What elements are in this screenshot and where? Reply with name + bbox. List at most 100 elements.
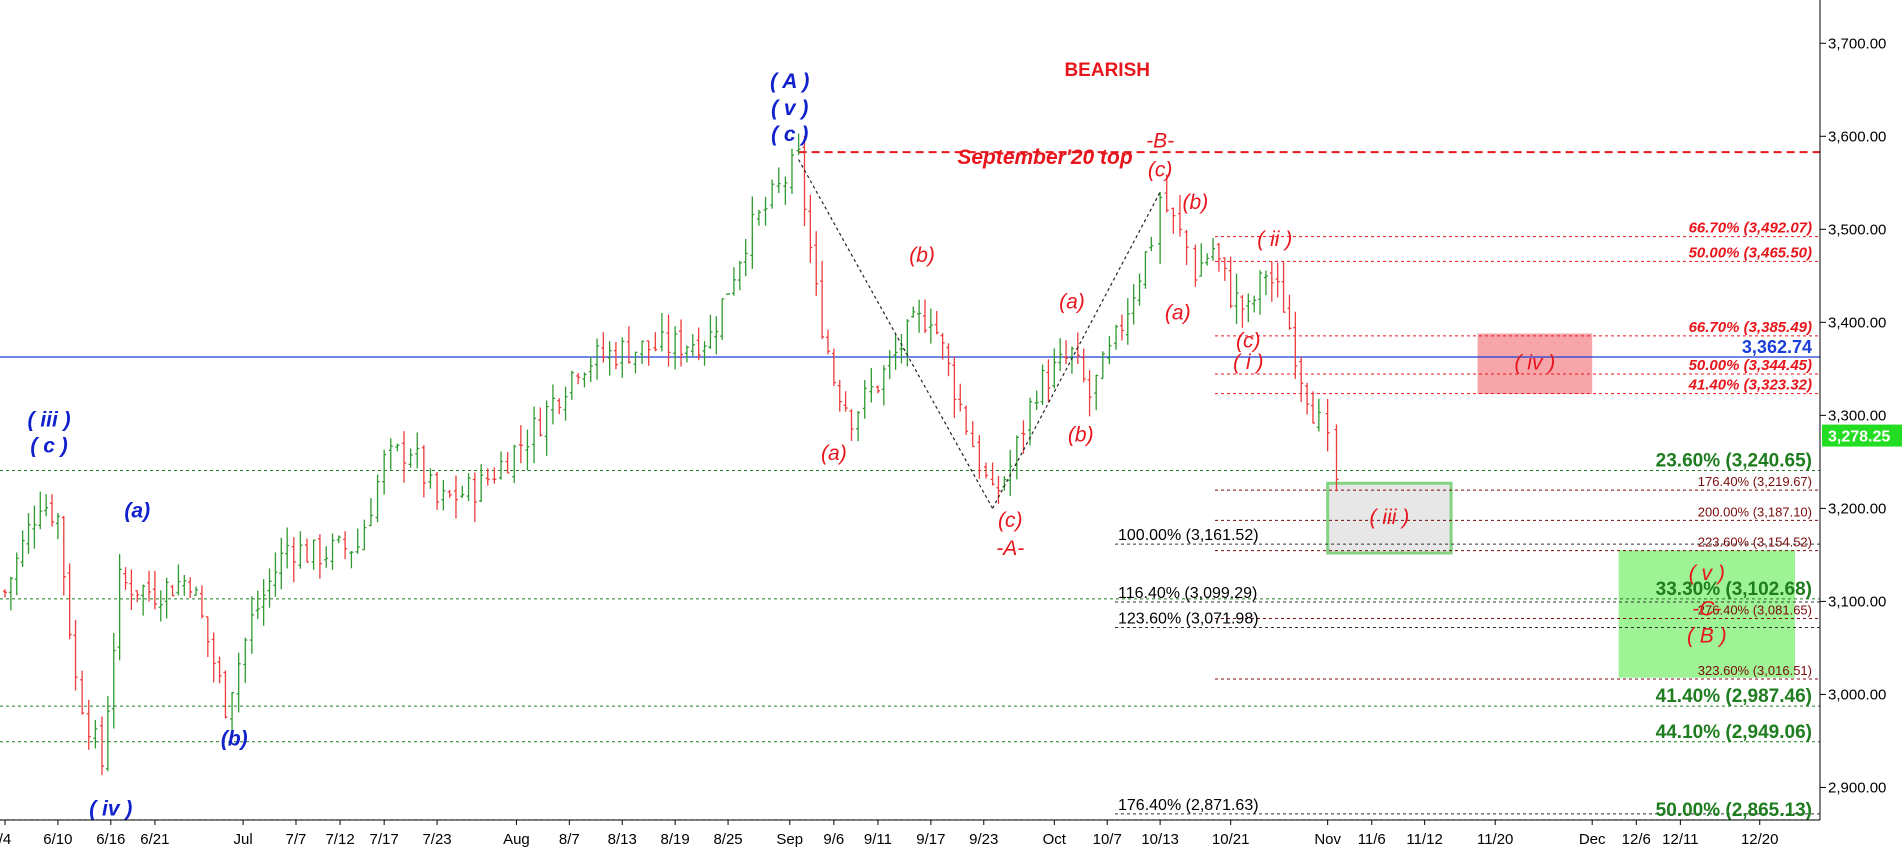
- wave-label: (b): [1068, 423, 1094, 446]
- x-tick-label: 11/12: [1406, 831, 1442, 848]
- wave-label: ( c ): [771, 123, 808, 146]
- trend-lines-layer: [798, 159, 1161, 509]
- wave-label: ( iv ): [89, 797, 132, 820]
- fib-level-label: 223.60% (3,154.52): [1698, 535, 1812, 550]
- y-tick-label: 3,300.00: [1828, 407, 1886, 424]
- fib-level-label: 116.40% (3,099.29): [1118, 585, 1257, 602]
- fib-level-label: 50.00% (3,465.50): [1689, 244, 1812, 261]
- x-tick-label: Nov: [1314, 831, 1341, 848]
- y-tick-label: 3,000.00: [1828, 686, 1886, 703]
- x-tick-label: 7/17: [370, 831, 399, 848]
- wave-label: (b): [1183, 191, 1209, 214]
- x-tick-label: 8/19: [661, 831, 690, 848]
- fib-level-label: 323.60% (3,016.51): [1698, 663, 1812, 678]
- fib-levels-layer: [0, 151, 1820, 821]
- x-tick-label: 6/16: [96, 831, 125, 848]
- wave-label: (a): [124, 500, 150, 523]
- x-tick-label: 10/7: [1093, 831, 1122, 848]
- september-top-label: September'20 top: [957, 146, 1133, 169]
- fib-level-label: 176.40% (2,871.63): [1118, 797, 1259, 814]
- y-tick-label: 3,500.00: [1828, 221, 1886, 238]
- fib-level-label: 123.60% (3,071.98): [1118, 610, 1259, 627]
- blue-line-label: 3,362.74: [1742, 337, 1812, 357]
- wave-label: (a): [1165, 302, 1191, 325]
- wave-label: ( ii ): [1257, 228, 1292, 251]
- wave-label: (c): [998, 509, 1023, 532]
- zone-label: ( v ): [1689, 562, 1725, 585]
- x-tick-label: Oct: [1043, 831, 1067, 848]
- x-tick-label: 8/25: [713, 831, 742, 848]
- fib-level-label: 276.40% (3,081.65): [1698, 602, 1812, 617]
- wave-label: -B-: [1146, 129, 1174, 152]
- x-tick-label: 12/11: [1662, 831, 1698, 848]
- fib-level-label: 66.70% (3,385.49): [1689, 319, 1812, 336]
- fib-level-label: 23.60% (3,240.65): [1656, 451, 1812, 472]
- wave-label: (c): [1148, 158, 1173, 181]
- wave-label: ( i ): [1233, 351, 1263, 374]
- wave-label: ( iii ): [28, 409, 71, 432]
- zone-box: [1618, 550, 1795, 678]
- x-tick-label: 8/13: [608, 831, 637, 848]
- x-tick-label: 10/13: [1141, 831, 1179, 848]
- fib-level-label: 66.70% (3,492.07): [1689, 220, 1812, 237]
- x-tick-label: 11/20: [1477, 831, 1513, 848]
- x-tick-label: 8/7: [559, 831, 580, 848]
- zone-box: [1326, 481, 1453, 555]
- wave-label: ( B ): [1687, 624, 1727, 647]
- y-tick-label: 3,600.00: [1828, 128, 1886, 145]
- wave-label: (c): [1236, 329, 1261, 352]
- zones-layer: [1326, 333, 1795, 678]
- fib-level-label: 33.30% (3,102.68): [1656, 579, 1812, 600]
- candles-layer: [3, 133, 1339, 776]
- y-tick-label: 3,700.00: [1828, 35, 1886, 52]
- x-tick-label: 6/21: [140, 831, 169, 848]
- x-tick-label: 7/23: [422, 831, 451, 848]
- x-tick-label: 7/7: [286, 831, 307, 848]
- wave-label: (b): [221, 728, 248, 751]
- x-tick-label: 12/20: [1741, 831, 1779, 848]
- x-tick-label: Jul: [233, 831, 252, 848]
- x-tick-label: 11/6: [1358, 831, 1386, 848]
- y-tick-label: 3,100.00: [1828, 593, 1886, 610]
- x-tick-label: /4: [0, 831, 11, 848]
- fib-level-label: 44.10% (2,949.06): [1656, 722, 1812, 743]
- x-tick-label: 9/23: [969, 831, 998, 848]
- y-tick-label: 2,900.00: [1828, 779, 1886, 796]
- labels-layer: ( iv ) ( iii ) ( v ) 66.70% (3,492.07) 50.00…: [28, 60, 1813, 821]
- current-price-badge: [1822, 424, 1902, 447]
- x-tick-label: Aug: [503, 831, 530, 848]
- y-tick-label: 3,200.00: [1828, 500, 1886, 517]
- wave-label: (a): [821, 442, 847, 465]
- x-tick-label: 9/6: [823, 831, 844, 848]
- wave-label: ( v ): [771, 97, 808, 120]
- fib-level-label: 50.00% (3,344.45): [1689, 357, 1812, 374]
- y-tick-label: 3,400.00: [1828, 314, 1886, 331]
- fib-level-label: 41.40% (3,323.32): [1688, 377, 1812, 394]
- wave-label: (b): [909, 244, 935, 267]
- fib-level-label: 176.40% (3,219.67): [1698, 474, 1812, 489]
- zone-label: ( iv ): [1514, 352, 1555, 375]
- trend-line: [798, 159, 994, 509]
- zone-label: ( iii ): [1370, 506, 1410, 529]
- wave-label: -C-: [1692, 597, 1721, 620]
- x-tick-label: 7/12: [325, 831, 354, 848]
- current-price-label: 3,278.25: [1828, 429, 1890, 446]
- x-tick-label: 12/6: [1622, 831, 1651, 848]
- x-tick-label: Dec: [1579, 831, 1606, 848]
- x-tick-label: Sep: [776, 831, 803, 848]
- wave-label: (a): [1059, 290, 1085, 313]
- wave-label: ( c ): [30, 435, 67, 458]
- x-tick-label: 6/10: [43, 831, 72, 848]
- plot-background: [0, 0, 1820, 853]
- fib-level-label: 41.40% (2,987.46): [1656, 686, 1812, 707]
- fib-level-label: 200.00% (3,187.10): [1698, 504, 1812, 519]
- x-tick-label: 10/21: [1212, 831, 1250, 848]
- zone-box: [1477, 333, 1593, 394]
- wave-label: -A-: [996, 537, 1024, 560]
- fib-level-label: 50.00% (2,865.13): [1656, 800, 1812, 821]
- wave-label: ( A ): [770, 70, 809, 93]
- x-tick-label: 9/17: [916, 831, 945, 848]
- x-tick-label: 9/11: [864, 831, 892, 848]
